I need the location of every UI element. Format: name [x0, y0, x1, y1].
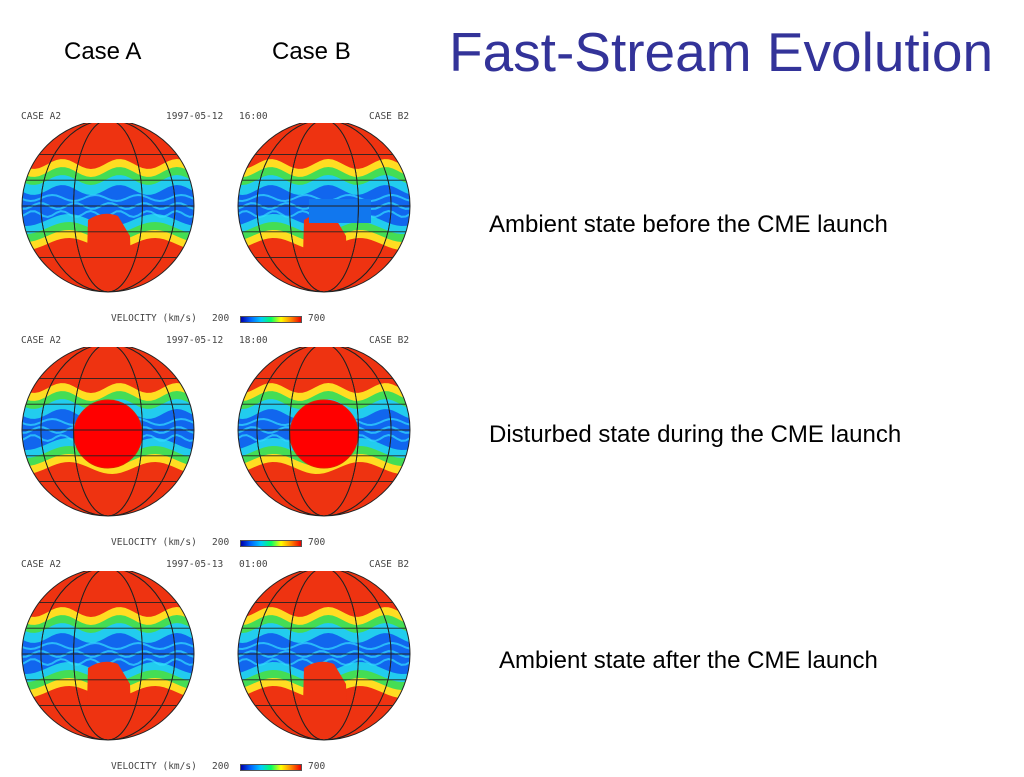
case-b-header: Case B: [272, 38, 351, 65]
colorbar-gradient: [240, 540, 302, 547]
panel-description: Ambient state after the CME launch: [499, 647, 878, 674]
solar-globe: [237, 347, 411, 517]
date-label: 1997-05-13: [166, 559, 224, 570]
case-b-label: CASE B2: [369, 335, 410, 346]
colorbar-title: VELOCITY (km/s): [111, 761, 197, 772]
colorbar-max: 700: [308, 313, 326, 324]
velocity-panel: CASE A2 1997-05-12 18:00 CASE B2 VELOCIT…: [15, 335, 415, 553]
time-label: 01:00: [239, 559, 268, 570]
velocity-globes-image: [21, 123, 411, 293]
colorbar-title: VELOCITY (km/s): [111, 537, 197, 548]
date-label: 1997-05-12: [166, 111, 224, 122]
case-a-header: Case A: [64, 38, 142, 65]
velocity-globes-image: [21, 347, 411, 517]
panel-description: Ambient state before the CME launch: [489, 211, 888, 238]
solar-globe: [237, 571, 411, 741]
colorbar-min: 200: [212, 761, 230, 772]
velocity-panel: CASE A2 1997-05-12 16:00 CASE B2 VELOCIT…: [15, 111, 415, 329]
velocity-globes-image: [21, 571, 411, 741]
solar-globe: [21, 571, 195, 741]
case-b-label: CASE B2: [369, 111, 410, 122]
case-a-label: CASE A2: [21, 111, 62, 122]
colorbar-gradient: [240, 316, 302, 323]
time-label: 16:00: [239, 111, 268, 122]
colorbar-title: VELOCITY (km/s): [111, 313, 197, 324]
colorbar-min: 200: [212, 537, 230, 548]
solar-globe: [237, 123, 411, 293]
slide-title: Fast-Stream Evolution: [449, 21, 994, 83]
time-label: 18:00: [239, 335, 268, 346]
colorbar-max: 700: [308, 761, 326, 772]
solar-globe: [21, 347, 195, 517]
case-b-label: CASE B2: [369, 559, 410, 570]
panel-description: Disturbed state during the CME launch: [489, 421, 902, 448]
case-a-label: CASE A2: [21, 335, 62, 346]
colorbar-min: 200: [212, 313, 230, 324]
colorbar-max: 700: [308, 537, 326, 548]
case-a-label: CASE A2: [21, 559, 62, 570]
velocity-panel: CASE A2 1997-05-13 01:00 CASE B2 VELOCIT…: [15, 559, 415, 777]
date-label: 1997-05-12: [166, 335, 224, 346]
solar-globe: [21, 123, 195, 293]
